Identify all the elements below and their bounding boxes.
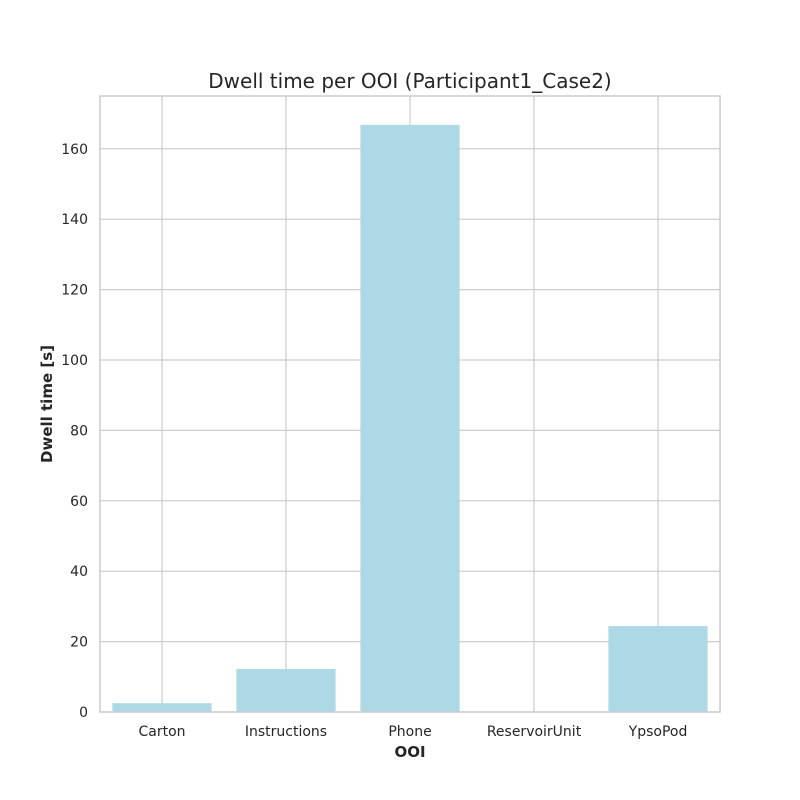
x-tick-label: Phone: [388, 724, 431, 740]
x-tick-label: Instructions: [245, 724, 327, 740]
bar-phone: [360, 124, 460, 712]
bar-instructions: [236, 669, 336, 712]
chart-title: Dwell time per OOI (Participant1_Case2): [208, 69, 611, 93]
bar-carton: [112, 703, 212, 712]
y-tick-label: 20: [70, 635, 88, 651]
bar-ypsopod: [608, 626, 708, 712]
y-tick-label: 160: [61, 142, 88, 158]
y-tick-label: 60: [70, 494, 88, 510]
y-tick-label: 80: [70, 423, 88, 439]
y-tick-label: 40: [70, 564, 88, 580]
y-tick-labels: 0 20 40 60 80 100 120 140 160: [61, 142, 88, 721]
y-axis-label: Dwell time [s]: [38, 345, 56, 463]
y-tick-label: 100: [61, 353, 88, 369]
x-axis-label: OOI: [394, 743, 425, 761]
y-tick-label: 140: [61, 212, 88, 228]
y-tick-label: 0: [79, 705, 88, 721]
bars: [112, 124, 708, 712]
x-tick-label: YpsoPod: [628, 724, 688, 740]
x-tick-labels: Carton Instructions Phone ReservoirUnit Ypso…: [138, 724, 687, 740]
plot-frame: [99, 95, 721, 713]
x-tick-label: Carton: [138, 724, 185, 740]
x-tick-label: ReservoirUnit: [487, 724, 582, 740]
y-tick-label: 120: [61, 283, 88, 299]
